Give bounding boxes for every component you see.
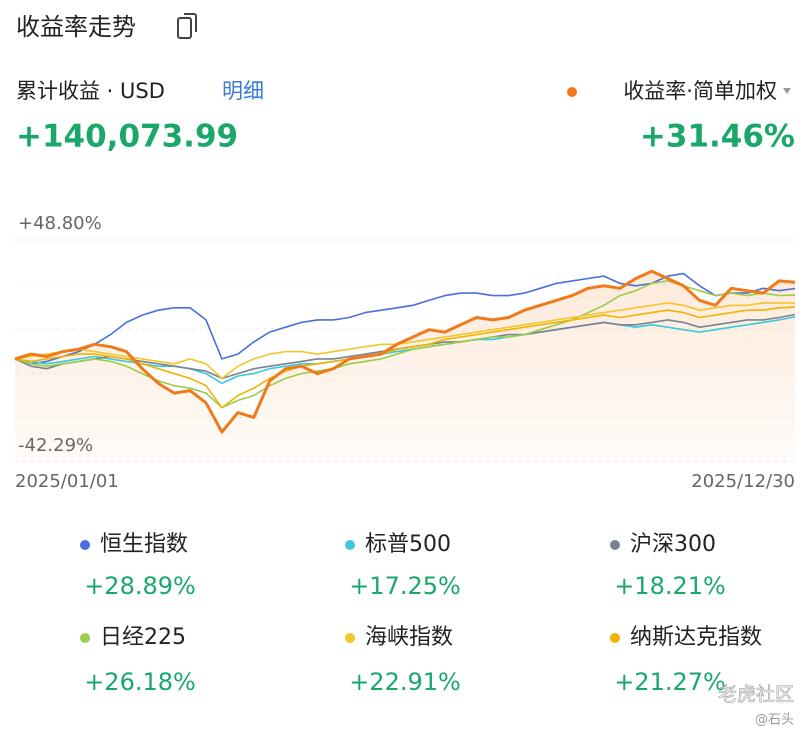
area (15, 271, 795, 462)
total-return: +140,073.99 (16, 119, 238, 155)
legend-label: 纳斯达克指数 (630, 625, 762, 650)
series-line (14, 302, 796, 380)
series-line (14, 269, 796, 434)
legend-value: +26.18% (84, 668, 196, 696)
legend-value: +22.91% (349, 668, 461, 696)
legend-dot (567, 87, 577, 97)
watermark: 老虎社区 (718, 684, 794, 706)
y-tick-label: +48.80% (18, 213, 102, 234)
legend-label: 沪深300 (630, 532, 716, 557)
title: 收益率走势 (16, 13, 136, 41)
dropdown-arrow[interactable] (783, 88, 791, 94)
x-tick-label: 2025/12/30 (691, 471, 795, 492)
legend-dot (610, 540, 620, 550)
legend-dot (345, 633, 355, 643)
series-line (14, 306, 796, 409)
legend-dot (80, 633, 90, 643)
x-tick-label: 2025/01/01 (15, 471, 119, 492)
legend-value: +21.27% (614, 668, 726, 696)
legend-label: 恒生指数 (100, 532, 188, 557)
series-selector[interactable]: 收益率·简单加权 (623, 79, 777, 103)
detail-link[interactable]: 明细 (222, 79, 264, 103)
portfolio-return: +31.46% (640, 119, 795, 155)
legend-dot (345, 540, 355, 550)
legend-value: +28.89% (84, 572, 196, 600)
legend-value: +17.25% (349, 572, 461, 600)
legend-label: 日经225 (100, 625, 186, 650)
legend-dot (80, 540, 90, 550)
legend-label: 标普500 (365, 532, 451, 557)
legend-label: 海峡指数 (365, 625, 453, 650)
legend-dot (610, 633, 620, 643)
legend-value: +18.21% (614, 572, 726, 600)
series-line (14, 280, 796, 409)
watermark-user: @石头 (755, 713, 794, 728)
subtitle: 累计收益 · USD (16, 79, 165, 103)
copy-icon[interactable] (177, 13, 197, 39)
